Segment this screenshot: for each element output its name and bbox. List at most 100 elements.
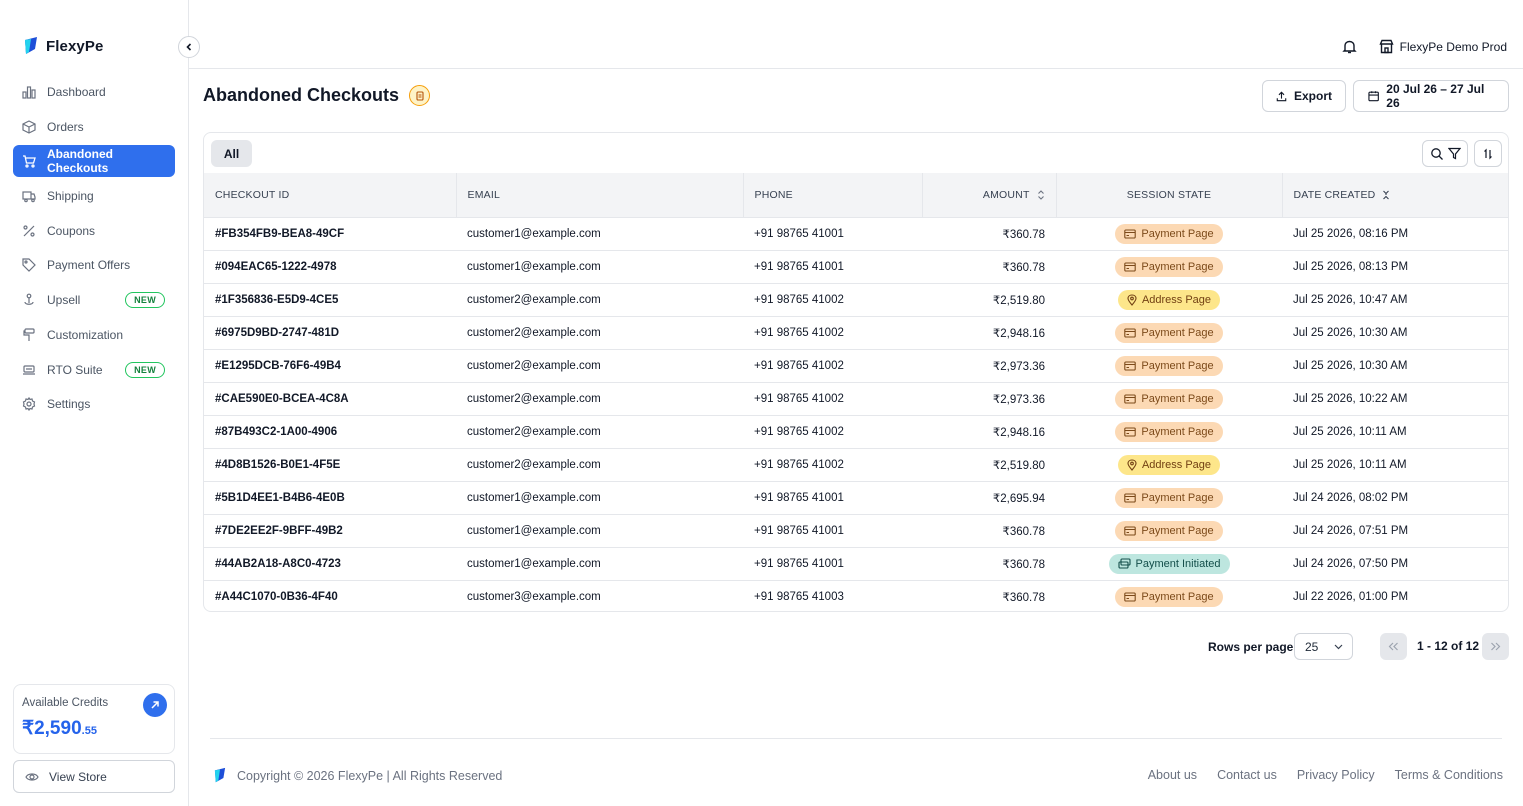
footer-link-terms[interactable]: Terms & Conditions bbox=[1394, 768, 1503, 782]
table-row[interactable]: #44AB2A18-A8C0-4723 customer1@example.com… bbox=[204, 547, 1508, 580]
sidebar-item-coupons[interactable]: Coupons bbox=[13, 215, 175, 247]
sidebar-item-label: Coupons bbox=[47, 223, 96, 238]
checkout-id-cell[interactable]: #4D8B1526-B0E1-4F5E bbox=[215, 458, 341, 471]
column-header-email: EMAIL bbox=[456, 173, 744, 217]
date-created-cell: Jul 25 2026, 10:11 AM bbox=[1293, 458, 1407, 471]
sidebar-item-shipping[interactable]: Shipping bbox=[13, 180, 175, 212]
checkout-id-cell[interactable]: #7DE2EE2F-9BFF-49B2 bbox=[215, 524, 343, 537]
page-header: Abandoned Checkouts bbox=[203, 85, 431, 106]
store-name-label: FlexyPe Demo Prod bbox=[1399, 39, 1507, 54]
sidebar-item-customization[interactable]: Customization bbox=[13, 319, 175, 351]
amount-cell: ₹2,973.36 bbox=[992, 393, 1045, 406]
table-row[interactable]: #E1295DCB-76F6-49B4 customer2@example.com… bbox=[204, 349, 1508, 382]
table-row[interactable]: #6975D9BD-2747-481D customer2@example.com… bbox=[204, 316, 1508, 349]
location-pin-icon bbox=[1127, 458, 1137, 471]
table-row[interactable]: #1F356836-E5D9-4CE5 customer2@example.com… bbox=[204, 283, 1508, 316]
checkout-id-cell[interactable]: #CAE590E0-BCEA-4C8A bbox=[215, 392, 349, 405]
sidebar-item-label: Dashboard bbox=[47, 85, 106, 99]
previous-page-button[interactable] bbox=[1380, 633, 1407, 660]
table-row[interactable]: #CAE590E0-BCEA-4C8A customer2@example.com… bbox=[204, 382, 1508, 415]
date-created-cell: Jul 24 2026, 07:51 PM bbox=[1293, 524, 1409, 537]
checkouts-table: CHECKOUT ID EMAIL PHONE AMOUNT SESSION S… bbox=[204, 173, 1508, 611]
arrow-up-right-icon bbox=[151, 701, 159, 709]
phone-cell: +91 98765 41002 bbox=[754, 425, 844, 438]
sidebar-item-settings[interactable]: Settings bbox=[13, 388, 175, 420]
session-state-badge: Address Page bbox=[1117, 454, 1221, 475]
date-range-picker[interactable]: 20 Jul 26 – 27 Jul 26 bbox=[1353, 80, 1509, 112]
page-title: Abandoned Checkouts bbox=[203, 85, 400, 105]
next-page-button[interactable] bbox=[1482, 633, 1509, 660]
sidebar-item-payment-offers[interactable]: Payment Offers bbox=[13, 249, 175, 281]
table-row[interactable]: #5B1D4EE1-B4B6-4E0B customer1@example.com… bbox=[204, 481, 1508, 514]
card-icon bbox=[1124, 492, 1137, 503]
checkout-id-cell[interactable]: #5B1D4EE1-B4B6-4E0B bbox=[215, 491, 345, 504]
session-state-cell: Payment Page bbox=[1056, 316, 1282, 349]
sidebar-item-dashboard[interactable]: Dashboard bbox=[13, 76, 175, 108]
chevrons-left-icon bbox=[1388, 642, 1398, 651]
sort-desc-icon bbox=[1382, 190, 1389, 200]
date-created-cell: Jul 25 2026, 10:47 AM bbox=[1293, 293, 1408, 306]
footer-links: About us Contact us Privacy Policy Terms… bbox=[1148, 768, 1503, 782]
amount-cell: ₹2,519.80 bbox=[992, 294, 1045, 307]
credits-label: Available Credits bbox=[22, 697, 109, 709]
amount-cell: ₹360.78 bbox=[1002, 558, 1046, 571]
sidebar-item-label: Customization bbox=[47, 327, 124, 342]
sort-button[interactable] bbox=[1474, 140, 1502, 167]
collapse-sidebar-button[interactable] bbox=[178, 36, 200, 58]
session-state-cell: Address Page bbox=[1056, 448, 1282, 481]
credits-open-button[interactable] bbox=[143, 693, 167, 717]
view-store-button[interactable]: View Store bbox=[13, 760, 175, 793]
pagination-range: 1 - 12 of 12 bbox=[1417, 639, 1480, 653]
export-button[interactable]: Export bbox=[1262, 80, 1346, 112]
search-filter-button[interactable] bbox=[1422, 140, 1468, 167]
brand-logo[interactable]: FlexyPe bbox=[22, 36, 103, 56]
sidebar-item-orders[interactable]: Orders bbox=[13, 111, 175, 143]
date-created-cell: Jul 25 2026, 08:13 PM bbox=[1293, 260, 1409, 273]
checkout-id-cell[interactable]: #6975D9BD-2747-481D bbox=[215, 326, 340, 339]
date-created-cell: Jul 24 2026, 08:02 PM bbox=[1293, 491, 1409, 504]
checkout-id-cell[interactable]: #44AB2A18-A8C0-4723 bbox=[215, 557, 341, 570]
table-row[interactable]: #A44C1070-0B36-4F40 customer3@example.com… bbox=[204, 580, 1508, 611]
table-row[interactable]: #094EAC65-1222-4978 customer1@example.com… bbox=[204, 250, 1508, 283]
table-row[interactable]: #87B493C2-1A00-4906 customer2@example.com… bbox=[204, 415, 1508, 448]
session-state-cell: Address Page bbox=[1056, 283, 1282, 316]
footer-link-contact[interactable]: Contact us bbox=[1217, 768, 1277, 782]
checkout-id-cell[interactable]: #E1295DCB-76F6-49B4 bbox=[215, 359, 341, 372]
upsell-icon bbox=[22, 293, 36, 307]
session-state-badge: Payment Page bbox=[1115, 223, 1223, 244]
phone-cell: +91 98765 41002 bbox=[754, 392, 844, 405]
table-header-row: CHECKOUT ID EMAIL PHONE AMOUNT SESSION S… bbox=[204, 173, 1508, 217]
table-row[interactable]: #7DE2EE2F-9BFF-49B2 customer1@example.com… bbox=[204, 514, 1508, 547]
session-state-badge: Address Page bbox=[1117, 289, 1221, 310]
session-state-label: Address Page bbox=[1141, 458, 1212, 471]
sidebar-item-rto-suite[interactable]: RTO Suite NEW bbox=[13, 354, 175, 386]
checkout-id-cell[interactable]: #A44C1070-0B36-4F40 bbox=[215, 590, 338, 603]
column-header-date-created[interactable]: DATE CREATED bbox=[1282, 173, 1508, 217]
amount-cell: ₹2,695.94 bbox=[992, 492, 1045, 505]
notifications-button[interactable] bbox=[1342, 39, 1357, 57]
footer-link-privacy[interactable]: Privacy Policy bbox=[1296, 768, 1375, 782]
session-state-badge: Payment Page bbox=[1115, 388, 1223, 409]
column-header-amount[interactable]: AMOUNT bbox=[922, 173, 1057, 217]
checkout-id-cell[interactable]: #87B493C2-1A00-4906 bbox=[215, 425, 338, 438]
view-store-label: View Store bbox=[49, 769, 107, 784]
date-created-cell: Jul 24 2026, 07:50 PM bbox=[1293, 557, 1409, 570]
rows-per-page-select[interactable]: 25 bbox=[1294, 633, 1353, 660]
sidebar-item-upsell[interactable]: Upsell NEW bbox=[13, 284, 175, 316]
store-selector[interactable]: FlexyPe Demo Prod bbox=[1379, 39, 1507, 54]
table-row[interactable]: #FB354FB9-BEA8-49CF customer1@example.com… bbox=[204, 217, 1508, 250]
session-state-cell: Payment Initiated bbox=[1056, 547, 1282, 580]
percent-icon bbox=[22, 224, 36, 238]
checkout-id-cell[interactable]: #094EAC65-1222-4978 bbox=[215, 260, 337, 273]
sidebar-item-label: Abandoned Checkouts bbox=[47, 147, 113, 176]
sidebar-item-abandoned-checkouts[interactable]: Abandoned Checkouts bbox=[13, 145, 175, 178]
checkout-id-cell[interactable]: #1F356836-E5D9-4CE5 bbox=[215, 293, 339, 306]
table-row[interactable]: #4D8B1526-B0E1-4F5E customer2@example.com… bbox=[204, 448, 1508, 481]
credits-amount: ₹2,590.55 bbox=[22, 718, 97, 739]
filter-icon bbox=[1447, 147, 1461, 160]
phone-cell: +91 98765 41001 bbox=[754, 491, 844, 504]
checkout-id-cell[interactable]: #FB354FB9-BEA8-49CF bbox=[215, 227, 345, 240]
tab-all[interactable]: All bbox=[211, 140, 252, 167]
footer-link-about[interactable]: About us bbox=[1147, 768, 1198, 782]
info-icon[interactable] bbox=[409, 85, 431, 106]
